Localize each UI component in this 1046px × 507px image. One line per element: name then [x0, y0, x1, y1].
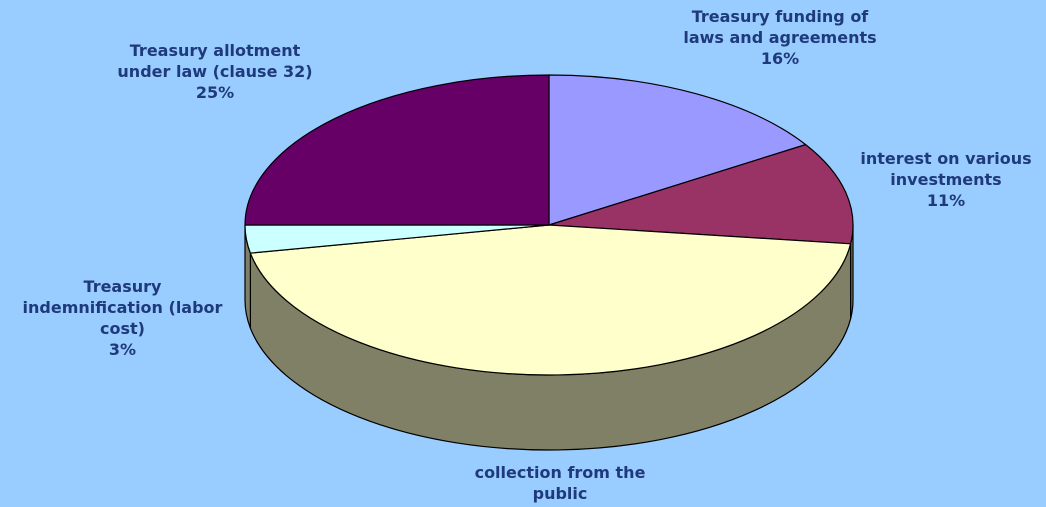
- label-treasury-funding: Treasury funding of laws and agreements …: [640, 6, 920, 69]
- label-line: indemnification (labor: [22, 298, 223, 317]
- label-line: public: [532, 484, 588, 503]
- label-percent: 11%: [926, 191, 966, 210]
- pie-slice-2: [249, 224, 852, 376]
- label-line: laws and agreements: [683, 28, 877, 47]
- pie-slice-4: [244, 74, 550, 226]
- label-line: cost): [100, 319, 145, 338]
- label-interest-investments: interest on various investments 11%: [836, 148, 1046, 211]
- label-line: under law (clause 32): [117, 62, 313, 81]
- label-collection-public: collection from the public: [440, 462, 680, 504]
- pie-slice-0: [548, 74, 807, 226]
- label-line: Treasury: [83, 277, 162, 296]
- label-line: interest on various: [860, 149, 1032, 168]
- label-line: Treasury allotment: [129, 41, 301, 60]
- label-treasury-allotment: Treasury allotment under law (clause 32)…: [95, 40, 335, 103]
- label-line: investments: [890, 170, 1002, 189]
- label-percent: 3%: [108, 340, 137, 359]
- pie-slice-1: [548, 144, 854, 245]
- label-percent: 16%: [760, 49, 800, 68]
- label-line: Treasury funding of: [691, 7, 869, 26]
- label-treasury-indemnification: Treasury indemnification (labor cost) 3%: [0, 276, 245, 360]
- label-line: collection from the: [474, 463, 646, 482]
- label-percent: 25%: [195, 83, 235, 102]
